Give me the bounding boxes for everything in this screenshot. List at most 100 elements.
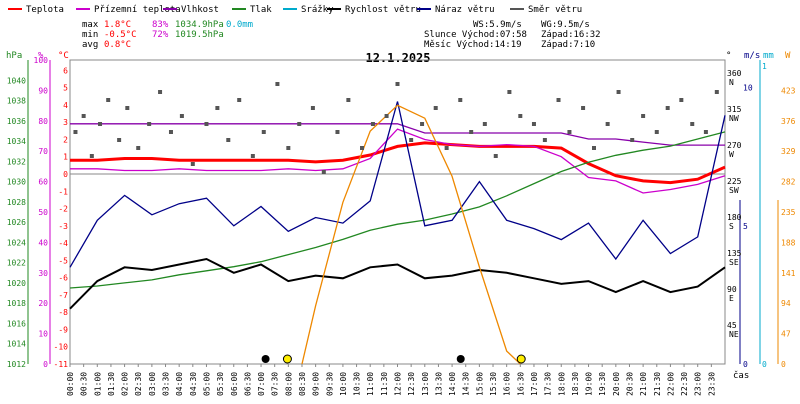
wind-dir-point-26 xyxy=(360,146,365,150)
moon-rise-info: Měsíc Východ:14:19 xyxy=(424,40,522,50)
x-tick-38: 19:00 xyxy=(585,372,594,396)
sunset-marker xyxy=(516,354,526,364)
wind-dir-point-22 xyxy=(310,106,315,110)
wind-dir-point-49 xyxy=(641,114,646,118)
temp-tick-13: 2 xyxy=(63,135,68,144)
x-tick-46: 23:00 xyxy=(694,372,703,396)
pressure-tick-4: 1020 xyxy=(7,279,26,288)
x-tick-43: 21:30 xyxy=(653,372,662,396)
wind-dir-point-46 xyxy=(605,122,610,126)
header-ms: m/s xyxy=(744,51,760,61)
wind-dir-point-10 xyxy=(168,130,173,134)
x-tick-10: 05:00 xyxy=(202,372,211,396)
pressure-tick-6: 1024 xyxy=(7,238,26,247)
wind-dir-point-20 xyxy=(286,146,291,150)
series-line-2 xyxy=(70,123,725,146)
wind-dir-point-13 xyxy=(204,122,209,126)
solar-tick-3: 141 xyxy=(781,269,796,278)
x-tick-23: 11:30 xyxy=(380,372,389,396)
stats-min-temp: -0.5°C xyxy=(104,30,137,40)
humidity-tick-0: 0 xyxy=(43,360,48,369)
temp-tick-11: 0 xyxy=(63,170,68,179)
wind-dir-tick-4: 225 xyxy=(727,177,742,186)
wind-dir-point-36 xyxy=(482,122,487,126)
legend-label-2: Vlhkost xyxy=(181,5,219,15)
x-tick-17: 08:30 xyxy=(298,372,307,396)
moonrise-marker xyxy=(456,355,465,363)
x-tick-41: 20:30 xyxy=(625,372,634,396)
sunrise-marker xyxy=(282,354,292,364)
x-tick-8: 04:00 xyxy=(175,372,184,396)
solar-tick-0: 0 xyxy=(781,360,786,369)
legend-label-6: Náraz větru xyxy=(435,5,495,15)
wind-dir-point-33 xyxy=(444,146,449,150)
stats-max-label: max xyxy=(82,20,99,30)
x-tick-11: 05:30 xyxy=(216,372,225,396)
wind-dir-label-6: NW xyxy=(729,114,739,123)
x-tick-9: 04:30 xyxy=(189,372,198,396)
solar-tick-2: 94 xyxy=(781,299,791,308)
legend-label-0: Teplota xyxy=(26,5,64,15)
wind-dir-point-21 xyxy=(297,122,302,126)
x-tick-39: 19:30 xyxy=(598,372,607,396)
series-line-5 xyxy=(69,101,726,268)
wind-dir-point-30 xyxy=(409,138,414,142)
x-tick-16: 08:00 xyxy=(284,372,293,396)
wind-dir-point-41 xyxy=(542,138,547,142)
wind-dir-point-17 xyxy=(250,154,255,158)
x-tick-36: 18:00 xyxy=(557,372,566,396)
wind-dir-point-31 xyxy=(420,122,425,126)
header-pct: % xyxy=(38,51,44,61)
info-block: WS:5.9m/s WG:9.5m/s Slunce Východ:07:58 … xyxy=(424,20,601,50)
rain-tick-0: 0 xyxy=(762,360,767,369)
x-tick-0: 00:00 xyxy=(66,372,75,396)
x-tick-13: 06:30 xyxy=(243,372,252,396)
wind-dir-point-15 xyxy=(226,138,231,142)
wind-speed-tick-1: 5 xyxy=(743,222,748,231)
x-tick-35: 17:30 xyxy=(544,372,553,396)
wind-dir-point-3 xyxy=(98,122,103,126)
rain-tick-1: 1 xyxy=(762,62,767,71)
wind-dir-point-7 xyxy=(136,146,141,150)
x-tick-30: 15:00 xyxy=(475,372,484,396)
wind-dir-point-38 xyxy=(507,90,512,94)
humidity-tick-10: 100 xyxy=(34,56,49,65)
legend-label-3: Tlak xyxy=(250,5,272,15)
temp-tick-3: -8 xyxy=(58,308,68,317)
x-tick-34: 17:00 xyxy=(530,372,539,396)
wind-dir-point-34 xyxy=(458,98,463,102)
x-tick-3: 01:30 xyxy=(107,372,116,396)
stats-avg-label: avg xyxy=(82,40,98,50)
pressure-tick-8: 1028 xyxy=(7,198,26,207)
x-tick-18: 09:00 xyxy=(312,372,321,396)
x-tick-45: 22:30 xyxy=(680,372,689,396)
x-tick-42: 21:00 xyxy=(639,372,648,396)
wind-dir-label-0: NE xyxy=(729,330,739,339)
x-tick-14: 07:00 xyxy=(257,372,266,396)
wind-dir-point-14 xyxy=(215,106,220,110)
moonset-marker xyxy=(261,355,270,363)
x-tick-27: 13:30 xyxy=(434,372,443,396)
wind-dir-point-40 xyxy=(531,122,536,126)
header-deg: ° xyxy=(726,51,731,61)
temp-tick-15: 4 xyxy=(63,101,68,110)
wind-dir-point-47 xyxy=(616,90,621,94)
wind-dir-tick-2: 135 xyxy=(727,249,742,258)
wind-dir-label-4: SW xyxy=(729,186,739,195)
temp-tick-7: -4 xyxy=(58,239,68,248)
x-tick-6: 03:00 xyxy=(148,372,157,396)
pressure-tick-13: 1038 xyxy=(7,97,26,106)
pressure-tick-14: 1040 xyxy=(7,76,26,85)
wind-dir-tick-5: 270 xyxy=(727,141,742,150)
series-line-4 xyxy=(69,257,726,310)
wind-dir-tick-3: 180 xyxy=(727,213,742,222)
stats-min-label: min xyxy=(82,30,98,40)
stats-max-hum: 83% xyxy=(152,20,169,30)
wind-dir-point-8 xyxy=(147,122,152,126)
wind-dir-point-35 xyxy=(469,130,474,134)
temp-tick-9: -2 xyxy=(58,205,68,214)
x-tick-28: 14:00 xyxy=(448,372,457,396)
stats-max-temp: 1.8°C xyxy=(104,20,131,30)
